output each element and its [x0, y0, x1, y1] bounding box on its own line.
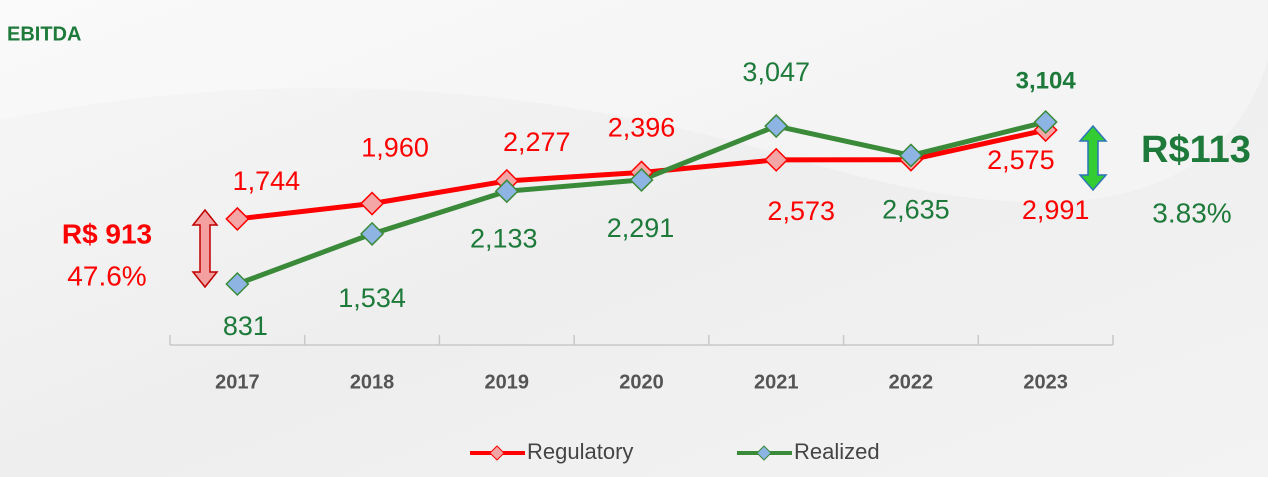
marker	[629, 167, 654, 193]
annotation: R$ 913	[62, 218, 152, 249]
x-tick-label: 2017	[215, 371, 260, 393]
data-label: 1,534	[338, 283, 406, 313]
marker	[764, 147, 789, 172]
x-tick-label: 2022	[889, 371, 934, 393]
x-tick-label: 2018	[350, 371, 395, 393]
data-label: 2,575	[987, 145, 1055, 175]
data-label: 2,635	[882, 195, 950, 225]
data-label: 3,104	[1016, 67, 1077, 94]
x-tick-label: 2020	[619, 371, 664, 393]
data-label: 1,960	[361, 133, 429, 163]
data-label: 831	[223, 311, 268, 341]
marker	[225, 206, 250, 231]
legend-marker	[756, 445, 772, 461]
marker	[225, 271, 250, 297]
chart-title: EBITDA	[7, 23, 81, 45]
x-tick-label: 2019	[485, 371, 530, 393]
data-label: 2,991	[1022, 195, 1090, 225]
marker	[1033, 109, 1058, 135]
data-label: 2,291	[607, 213, 675, 243]
gap-arrow	[1078, 124, 1108, 192]
data-label: 2,133	[470, 223, 538, 253]
data-label: 2,573	[767, 196, 835, 226]
gap-arrow	[191, 208, 219, 289]
data-label: 2,277	[503, 127, 571, 157]
x-tick-label: 2021	[754, 371, 799, 393]
annotation: 47.6%	[67, 260, 146, 291]
data-label: 2,396	[608, 113, 676, 143]
x-tick-label: 2023	[1023, 371, 1068, 393]
marker	[360, 221, 385, 246]
data-label: 1,744	[233, 166, 301, 196]
legend-marker	[489, 445, 505, 461]
marker	[360, 191, 385, 216]
marker	[764, 114, 789, 139]
legend-label: Realized	[794, 439, 880, 464]
data-label: 3,047	[742, 57, 810, 87]
annotation: R$113	[1141, 129, 1251, 171]
marker	[898, 143, 923, 168]
legend-label: Regulatory	[527, 439, 633, 464]
marker	[494, 179, 519, 204]
annotation: 3.83%	[1152, 197, 1231, 228]
